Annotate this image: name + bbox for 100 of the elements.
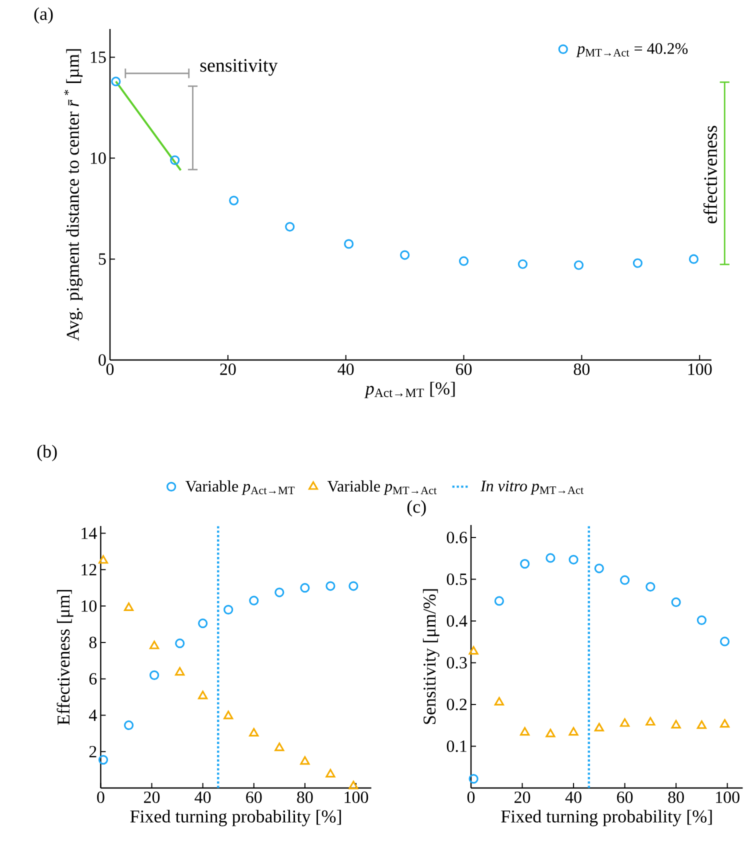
x-axis-title: Fixed turning probability [%] <box>501 810 712 826</box>
y-tick-label: 8 <box>89 636 97 648</box>
point <box>720 636 730 646</box>
point <box>520 559 530 569</box>
point <box>249 596 259 606</box>
y-tick-label: 0.6 <box>446 532 467 544</box>
point <box>348 780 358 790</box>
point <box>175 667 185 676</box>
legend-label: p$_{MT→Act}$ = 40.2% <box>576 43 688 58</box>
point <box>326 768 336 778</box>
point <box>494 596 504 606</box>
point <box>150 640 160 650</box>
annotation: effectiveness <box>703 126 717 224</box>
legend-label: In vitro p$_{MT→Act}$ <box>480 480 584 495</box>
y-tick-label: 12 <box>82 564 96 576</box>
point <box>620 575 630 585</box>
point <box>274 742 284 752</box>
point <box>546 728 556 738</box>
y-tick-label: 4 <box>88 710 97 721</box>
x-tick-label: 20 <box>514 792 530 804</box>
point <box>568 727 578 736</box>
point <box>400 250 410 260</box>
point <box>646 717 656 726</box>
point <box>300 583 310 593</box>
point <box>568 554 578 564</box>
point <box>300 756 310 765</box>
point <box>285 222 295 232</box>
x-tick-label: 20 <box>220 364 236 376</box>
point <box>98 555 108 564</box>
point <box>594 564 604 574</box>
chart-title: (a) <box>34 7 53 24</box>
point <box>671 720 681 728</box>
point <box>224 604 234 614</box>
annotation: sensitivity <box>200 59 278 76</box>
point <box>632 258 643 268</box>
y-tick-label: 0.2 <box>446 698 467 710</box>
point <box>198 618 208 628</box>
x-tick-label: 0 <box>106 364 114 376</box>
point <box>326 581 336 591</box>
y-tick-label: 10 <box>82 600 97 612</box>
point <box>620 718 630 727</box>
point <box>249 728 259 737</box>
x-tick-label: 60 <box>246 792 262 804</box>
point <box>494 697 504 706</box>
point <box>688 254 699 264</box>
y-tick-label: 5 <box>98 253 106 265</box>
legend-label: Variable p$_{MT→Act}$ <box>327 480 437 495</box>
point <box>98 754 108 765</box>
point <box>646 582 656 592</box>
y-axis-title: Sensitivity [μm/%] <box>422 589 440 724</box>
x-axis-title: p$_{Act→MT}$ [%] <box>364 382 455 398</box>
point <box>696 615 706 625</box>
point <box>198 690 208 700</box>
y-axis-title: Avg. pigment distance to center r̄$^{*}$ [µm] <box>64 49 83 341</box>
point <box>175 638 185 648</box>
y-tick-label: 0.4 <box>446 615 468 627</box>
x-tick-label: 60 <box>456 364 472 376</box>
x-tick-label: 80 <box>297 792 313 804</box>
y-tick-label: 0.1 <box>446 740 466 752</box>
x-tick-label: 60 <box>617 792 633 804</box>
y-tick-label: 15 <box>90 52 106 63</box>
point <box>518 259 528 269</box>
chart-title: (c) <box>407 500 426 516</box>
point <box>170 155 180 165</box>
point <box>574 260 584 270</box>
point <box>124 602 134 611</box>
x-axis-title: Fixed turning probability [%] <box>130 810 341 826</box>
point <box>344 239 354 249</box>
y-tick-label: 2 <box>89 746 96 758</box>
x-tick-label: 40 <box>565 792 582 804</box>
point <box>224 710 234 720</box>
point <box>546 553 556 563</box>
legend-label: Variable p$_{Act→MT}$ <box>185 480 295 495</box>
y-tick-label: 0.5 <box>446 573 467 586</box>
point <box>348 581 358 591</box>
point <box>520 727 530 736</box>
chart-title: (b) <box>37 444 57 462</box>
y-axis-title: Effectiveness [μm] <box>56 590 74 725</box>
x-tick-label: 40 <box>194 792 211 804</box>
point <box>720 719 730 728</box>
point <box>111 76 121 86</box>
point <box>274 588 284 598</box>
point <box>124 720 134 730</box>
point <box>696 720 706 729</box>
x-tick-label: 40 <box>338 364 354 376</box>
y-tick-label: 0.3 <box>446 656 467 669</box>
x-tick-label: 100 <box>688 364 712 376</box>
x-tick-label: 100 <box>716 792 740 804</box>
point <box>229 196 239 206</box>
x-tick-label: 80 <box>574 364 590 376</box>
x-tick-label: 20 <box>144 792 160 804</box>
x-tick-label: 0 <box>467 792 475 804</box>
x-tick-label: 80 <box>668 792 684 804</box>
y-tick-label: 14 <box>82 528 97 539</box>
point <box>468 646 478 655</box>
point <box>594 722 604 732</box>
point <box>150 670 160 680</box>
y-tick-label: 6 <box>89 673 97 685</box>
y-tick-label: 0 <box>98 354 106 366</box>
x-tick-label: 100 <box>344 792 368 804</box>
